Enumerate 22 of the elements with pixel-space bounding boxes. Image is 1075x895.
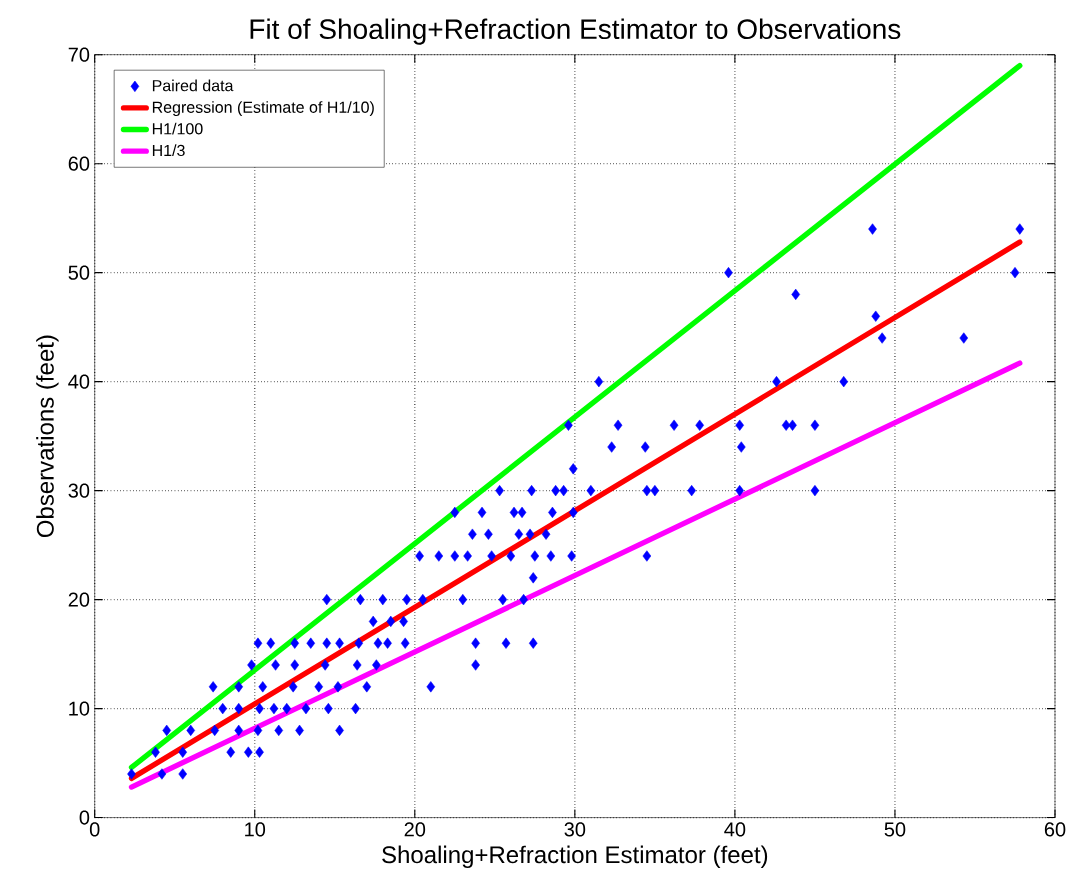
legend-label: Regression (Estimate of H1/10)	[152, 101, 374, 117]
x-tick-label: 50	[884, 822, 906, 837]
x-tick-label: 20	[404, 822, 426, 837]
legend-label: Paired data	[152, 79, 234, 92]
y-tick-label: 40	[68, 374, 90, 389]
x-tick-label: 60	[1044, 822, 1066, 837]
x-axis-title: Shoaling+Refraction Estimator (feet)	[382, 845, 768, 869]
y-axis-title: Observations (feet)	[36, 335, 59, 538]
x-tick-label: 10	[245, 822, 266, 837]
y-tick-label: 70	[68, 47, 90, 62]
legend-label: H1/100	[152, 122, 203, 135]
x-tick-label: 0	[89, 822, 100, 837]
x-tick-label: 30	[564, 822, 586, 837]
y-tick-label: 0	[79, 810, 90, 825]
y-tick-label: 60	[68, 156, 90, 171]
y-tick-label: 10	[69, 701, 90, 716]
chart-title: Fit of Shoaling+Refraction Estimator to Observations	[250, 18, 901, 45]
x-tick-label: 40	[724, 822, 746, 837]
legend-label: H1/3	[152, 144, 185, 157]
y-tick-label: 50	[68, 265, 90, 280]
y-tick-label: 30	[68, 483, 90, 498]
y-tick-label: 20	[68, 592, 90, 607]
